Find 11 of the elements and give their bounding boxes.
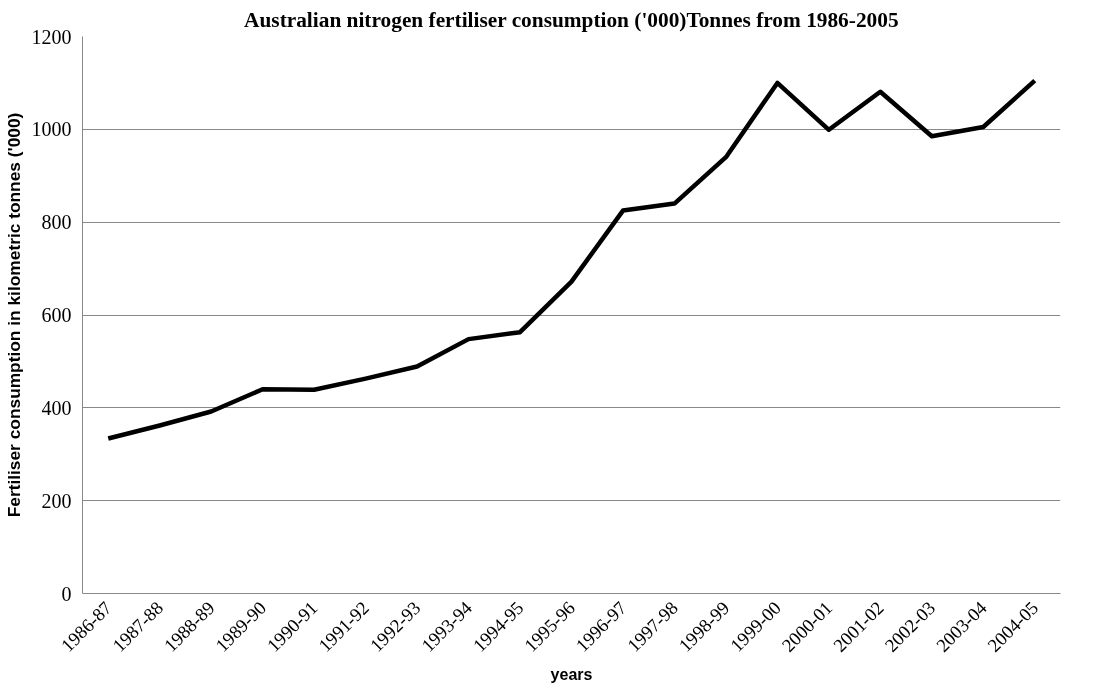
y-tick-label: 600 xyxy=(41,304,72,326)
y-tick-label: 1000 xyxy=(31,118,72,141)
y-tick-label: 1200 xyxy=(31,25,72,48)
x-axis-title: years xyxy=(550,665,593,683)
line-series xyxy=(105,78,1038,441)
y-tick-label: 400 xyxy=(41,396,72,419)
y-axis-title: Fertiliser consumption in kilometric tonnes ('000) xyxy=(3,112,24,518)
chart-title: Australian nitrogen fertiliser consumption ('000)Tonnes from 1986-2005 xyxy=(244,7,899,32)
y-tick-label: 0 xyxy=(61,582,72,605)
y-tick-label: 200 xyxy=(41,489,72,512)
y-tick-label: 800 xyxy=(41,211,72,234)
